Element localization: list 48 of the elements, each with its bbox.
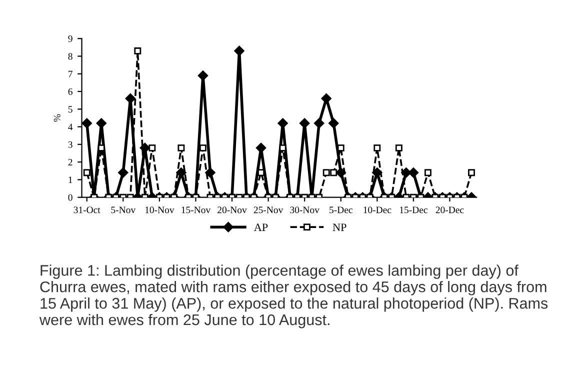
point: [205, 168, 216, 178]
y-tick-label: 0: [68, 194, 72, 201]
point: [395, 144, 402, 152]
legend-label: AP: [254, 224, 268, 231]
point: [424, 169, 432, 176]
point: [321, 93, 332, 104]
point: [82, 118, 92, 128]
y-tick-label: 9: [68, 35, 72, 42]
x-tick-label: 15-Dec: [400, 206, 428, 214]
x-tick-label: 31-Oct: [74, 206, 100, 214]
x-tick-label: 5-Dec: [330, 206, 352, 214]
legend-label: NP: [332, 224, 346, 231]
y-tick-label: 4: [68, 124, 73, 130]
point: [299, 118, 310, 128]
point: [96, 118, 106, 128]
y-axis-title: %: [54, 114, 60, 122]
point: [125, 93, 136, 104]
point: [408, 168, 419, 178]
x-tick-label: 15-Nov: [182, 206, 211, 214]
x-tick-label: 20-Nov: [218, 206, 247, 214]
y-tick-label: 3: [68, 141, 72, 148]
y-tick-label: 6: [68, 88, 72, 95]
point: [118, 168, 128, 178]
y-tick-label: 2: [68, 158, 72, 166]
point: [322, 169, 330, 176]
point: [278, 118, 288, 128]
point: [374, 144, 381, 152]
y-tick-label: 7: [68, 70, 72, 78]
point: [148, 144, 156, 152]
x-tick-label: 25-Nov: [254, 206, 284, 214]
point: [256, 142, 266, 154]
x-tick-label: 5-Nov: [111, 206, 136, 214]
point: [330, 169, 338, 176]
x-tick-label: 10-Dec: [364, 206, 392, 214]
point: [178, 144, 185, 152]
point: [337, 144, 344, 152]
y-tick-label: 8: [68, 53, 72, 60]
point: [328, 118, 339, 128]
point: [314, 118, 324, 128]
y-tick-label: 1: [68, 176, 72, 184]
x-tick-label: 10-Nov: [145, 206, 174, 214]
x-tick-label: 30-Nov: [290, 206, 320, 214]
x-tick-label: 20-Dec: [436, 206, 464, 214]
point: [83, 169, 90, 176]
caption: Figure 1: Lambing distribution (percentage of ewes lambing per day) of Churra ewes, mated with rams either exposed to 45 days of long days from 15 April to 31 May) (AP), or exposed to the natural photoperiod (NP). Rams were with ewes from 25 June to 10 August.: [39, 264, 548, 328]
point: [200, 144, 206, 152]
point: [468, 169, 475, 176]
y-tick-label: 5: [68, 106, 72, 113]
